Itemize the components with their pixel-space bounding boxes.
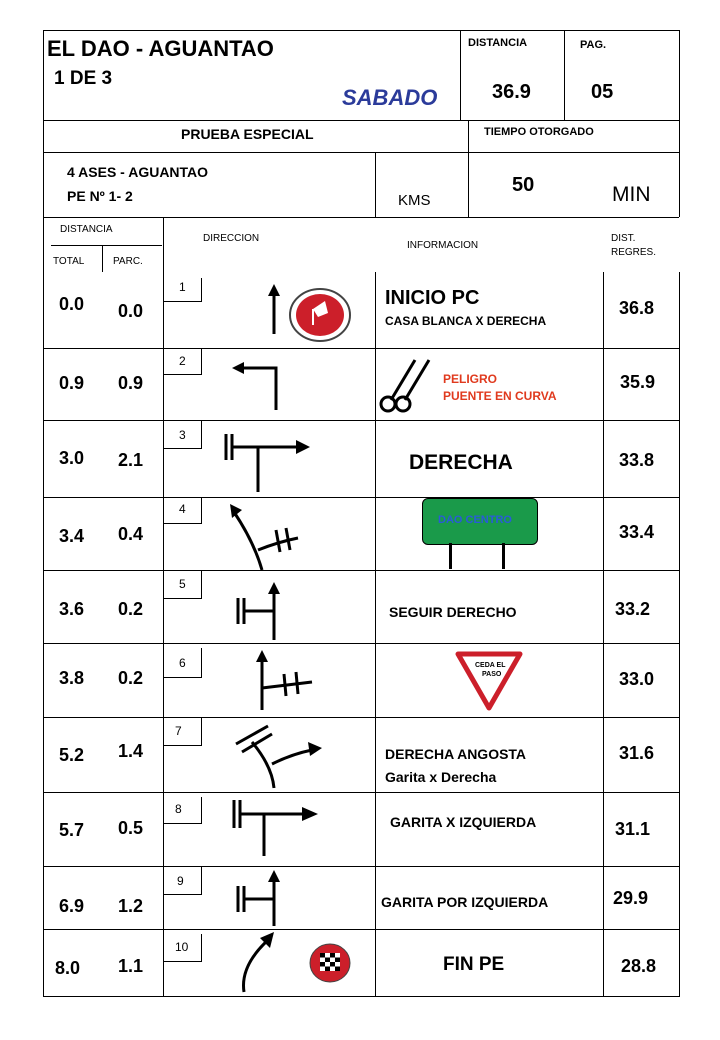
page-value: 05 [591, 81, 614, 103]
special-stage-label: PRUEBA ESPECIAL [181, 126, 314, 142]
total-distance: 5.7 [59, 820, 85, 840]
info-main: PELIGRO [443, 372, 498, 386]
total-distance: 0.0 [59, 294, 85, 314]
yield-sign-icon [455, 651, 523, 711]
right-turn-t-icon [232, 800, 318, 856]
remaining-distance: 33.0 [619, 669, 655, 689]
start-flag-icon [289, 288, 351, 342]
col-direccion: DIRECCION [203, 233, 260, 244]
partial-distance: 0.5 [118, 818, 144, 838]
slight-right-icon [242, 932, 274, 993]
info-sub: Garita x Derecha [385, 769, 497, 785]
info-main: GARITA X IZQUIERDA [390, 814, 537, 830]
dao-centro-sign [422, 498, 538, 545]
col-informacion: INFORMACION [407, 240, 479, 251]
step-number: 10 [175, 940, 189, 954]
step-number: 8 [175, 802, 182, 816]
col-parc: PARC. [113, 256, 143, 267]
right-fork-icon [235, 724, 322, 789]
remaining-distance: 33.8 [619, 450, 655, 470]
partial-distance: 1.4 [118, 741, 144, 761]
kms-label: KMS [398, 192, 431, 209]
remaining-distance: 28.8 [621, 956, 657, 976]
info-main: DERECHA [409, 451, 513, 474]
straight-arrow-icon [268, 284, 280, 334]
stage-count: 1 DE 3 [54, 68, 113, 89]
time-granted-label: TIEMPO OTORGADO [484, 126, 594, 138]
total-distance: 5.2 [59, 745, 85, 765]
step-number: 7 [175, 724, 182, 738]
partial-distance: 1.2 [118, 896, 144, 916]
col-regres: REGRES. [611, 247, 657, 258]
info-main: FIN PE [443, 954, 505, 975]
step-number: 2 [179, 354, 186, 368]
partial-distance: 0.2 [118, 599, 144, 619]
step-number: 6 [179, 656, 186, 670]
bridge-warning-icon [379, 359, 431, 413]
partial-distance: 0.9 [118, 373, 144, 393]
step-number: 9 [177, 874, 184, 888]
info-main: GARITA POR IZQUIERDA [381, 894, 549, 910]
info-sub: PASO [482, 671, 502, 678]
step-number: 3 [179, 428, 186, 442]
info-main: INICIO PC [385, 287, 480, 309]
step-number: 5 [179, 577, 186, 591]
info-main: DAO CENTRO [438, 514, 512, 526]
step-number: 1 [179, 280, 186, 294]
distance-value: 36.9 [492, 81, 531, 103]
finish-flag-icon [309, 943, 351, 983]
total-distance: 0.9 [59, 373, 85, 393]
info-sub: CASA BLANCA X DERECHA [385, 314, 547, 328]
route-line2: PE Nº 1- 2 [67, 188, 133, 204]
total-distance: 3.8 [59, 668, 85, 688]
col-dist: DIST. [611, 233, 636, 244]
straight-on-right-icon [236, 870, 280, 926]
left-turn-icon [232, 362, 278, 410]
partial-distance: 2.1 [118, 450, 144, 470]
route-line1: 4 ASES - AGUANTAO [67, 164, 209, 180]
total-distance: 3.6 [59, 599, 85, 619]
remaining-distance: 35.9 [620, 372, 656, 392]
time-unit: MIN [612, 183, 651, 206]
col-distancia: DISTANCIA [60, 224, 113, 235]
total-distance: 3.0 [59, 448, 85, 468]
remaining-distance: 33.4 [619, 522, 655, 542]
partial-distance: 1.1 [118, 956, 144, 976]
partial-distance: 0.0 [118, 301, 144, 321]
step-number: 4 [179, 502, 186, 516]
total-distance: 3.4 [59, 526, 85, 546]
info-main: DERECHA ANGOSTA [385, 746, 527, 762]
straight-crossing-icon [256, 650, 313, 710]
info-main: CEDA EL [475, 662, 506, 669]
left-fork-icon [230, 504, 299, 571]
total-distance: 6.9 [59, 896, 85, 916]
distance-label: DISTANCIA [468, 37, 528, 49]
remaining-distance: 36.8 [619, 298, 655, 318]
remaining-distance: 31.1 [615, 819, 651, 839]
col-total: TOTAL [53, 256, 85, 267]
partial-distance: 0.4 [118, 524, 144, 544]
info-sub: PUENTE EN CURVA [443, 389, 557, 403]
partial-distance: 0.2 [118, 668, 144, 688]
page-label: PAG. [580, 39, 607, 51]
straight-on-right-icon [236, 582, 280, 640]
rally-title: EL DAO - AGUANTAO [47, 36, 274, 61]
total-distance: 8.0 [55, 958, 81, 978]
remaining-distance: 31.6 [619, 743, 655, 763]
day-label: SABADO [342, 85, 438, 110]
time-value: 50 [512, 174, 535, 196]
remaining-distance: 29.9 [613, 888, 649, 908]
info-main: SEGUIR DERECHO [389, 604, 517, 620]
right-turn-t-icon [224, 434, 310, 492]
remaining-distance: 33.2 [615, 599, 651, 619]
